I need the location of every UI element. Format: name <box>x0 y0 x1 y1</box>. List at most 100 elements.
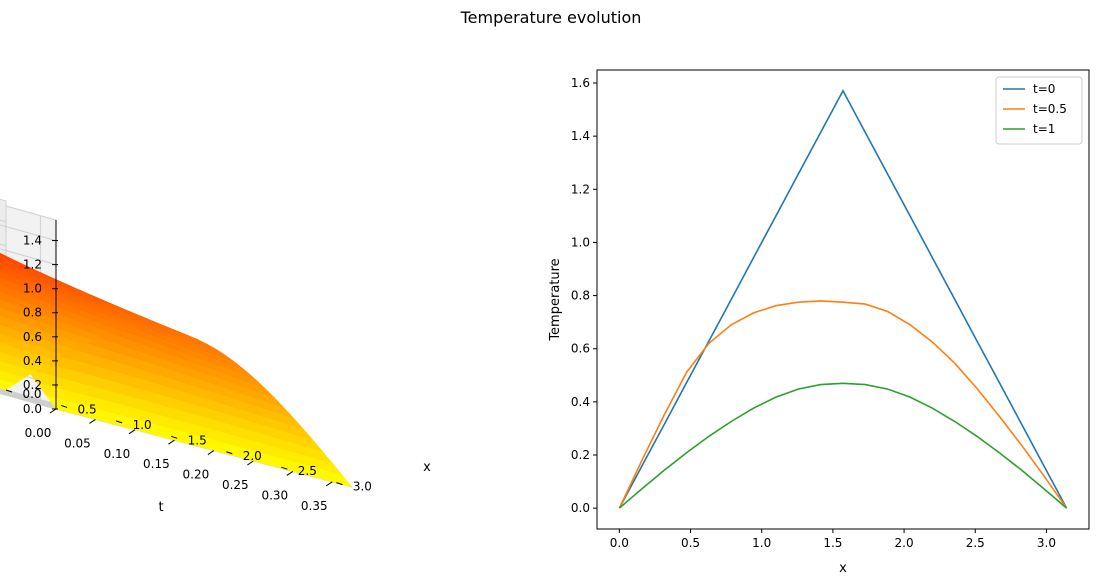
series-line-t=0.5 <box>618 300 1068 509</box>
x-tick-label: 2.5 <box>298 464 317 478</box>
z-tick-label: 0.4 <box>23 354 42 368</box>
x-tick-mark <box>281 466 288 470</box>
x-tick-mark <box>115 420 123 424</box>
x-tick-label: 1.5 <box>188 433 207 447</box>
x-tick-label: 0.0 <box>610 536 629 550</box>
x-tick-label: 2.5 <box>966 536 985 550</box>
z-tick: 0.0 <box>23 402 59 416</box>
t-tick-mark <box>168 439 175 445</box>
series-line-t=0 <box>618 89 1068 509</box>
x-tick: 3.0 <box>1037 529 1056 550</box>
t-tick-mark <box>325 481 333 487</box>
z-tick-label: 0.0 <box>23 402 42 416</box>
t-tick: 0.00 <box>25 408 57 440</box>
x-tick-label: 0.5 <box>681 536 700 550</box>
t-tick-label: 0.20 <box>183 468 210 482</box>
y-tick: 0.6 <box>571 342 597 356</box>
surface <box>0 252 353 488</box>
y-tick-label: 0.0 <box>571 501 590 515</box>
z-tick-label: 0.6 <box>23 330 42 344</box>
y-tick: 1.6 <box>571 76 597 90</box>
z-tick: 1.2 <box>23 258 59 272</box>
x-tick: 1.0 <box>115 418 152 432</box>
t-axis-label: t <box>158 500 163 515</box>
y-tick-label: 1.4 <box>571 129 590 143</box>
x-tick-mark <box>5 389 13 393</box>
x-tick: 2.5 <box>281 464 317 478</box>
t-tick-mark <box>89 418 96 424</box>
t-tick-mark <box>128 429 136 435</box>
y-tick: 1.0 <box>571 235 597 249</box>
x-tick: 2.0 <box>895 529 914 550</box>
y-tick: 0.8 <box>571 289 597 303</box>
z-tick: 0.4 <box>23 354 59 368</box>
legend-box <box>995 76 1083 145</box>
x-tick-label: 1.0 <box>133 418 152 432</box>
y-tick: 1.4 <box>571 129 597 143</box>
y-tick-label: 0.8 <box>571 289 590 303</box>
legend-label: t=0 <box>1033 82 1055 96</box>
x-tick: 1.0 <box>752 529 771 550</box>
x-tick-mark <box>171 435 178 439</box>
y-tick-label: 0.4 <box>571 395 590 409</box>
t-tick: 0.20 <box>183 450 215 482</box>
z-tick-label: 0.8 <box>23 306 42 320</box>
legend-item: t=0 <box>1003 82 1055 96</box>
x-tick-mark <box>60 404 68 408</box>
x-tick-mark <box>226 451 233 455</box>
x-tick-mark <box>336 482 343 486</box>
plot-frame <box>596 69 1090 530</box>
x-tick-label: 2.0 <box>243 449 262 463</box>
x-tick: 2.0 <box>226 449 262 463</box>
surface-patch <box>329 471 353 488</box>
x-tick-label: 3.0 <box>1037 536 1056 550</box>
x-tick: 0.0 <box>610 529 629 550</box>
z-tick: 0.6 <box>23 330 59 344</box>
x-tick: 2.5 <box>966 529 985 550</box>
t-tick-label: 0.00 <box>25 426 52 440</box>
y-tick-label: 1.2 <box>571 182 590 196</box>
t-tick-mark <box>286 470 294 476</box>
x-tick: 0.5 <box>681 529 700 550</box>
x-tick: 1.5 <box>171 433 207 447</box>
legend-label: t=0.5 <box>1033 102 1067 116</box>
t-tick-mark <box>207 450 215 456</box>
legend-label: t=1 <box>1033 122 1055 136</box>
y-tick: 1.2 <box>571 182 597 196</box>
y-tick: 0.0 <box>571 501 597 515</box>
z-tick-label: 1.2 <box>23 258 42 272</box>
t-tick-label: 0.15 <box>143 457 170 471</box>
t-tick-mark <box>49 408 57 414</box>
t-tick: 0.05 <box>64 418 96 450</box>
y-tick: 0.4 <box>571 395 597 409</box>
legend-item: t=1 <box>1003 122 1055 136</box>
t-tick-label: 0.05 <box>64 436 91 450</box>
x-tick: 0.5 <box>60 402 97 416</box>
z-tick: 1.4 <box>23 234 59 248</box>
z-tick: 0.8 <box>23 306 59 320</box>
series-line-t=1 <box>618 382 1068 509</box>
z-tick: 1.0 <box>23 282 59 296</box>
x-gridline <box>0 389 117 422</box>
z-tick: 0.2 <box>23 378 59 392</box>
t-tick: 0.25 <box>222 460 254 492</box>
y-tick-label: 1.0 <box>571 235 590 249</box>
y-axis-label: Temperature <box>548 258 563 341</box>
x-axis-label: x <box>839 561 847 576</box>
legend-item: t=0.5 <box>1003 102 1067 116</box>
z-tick-label: 0.2 <box>23 378 42 392</box>
x-tick-label: 0.0 <box>22 387 41 401</box>
t-tick: 0.15 <box>143 439 175 471</box>
t-tick: 0.30 <box>261 470 294 502</box>
t-tick-label: 0.25 <box>222 478 249 492</box>
x-tick-label: 0.5 <box>78 402 97 416</box>
y-tick-label: 0.6 <box>571 342 590 356</box>
x-tick: 1.5 <box>823 529 842 550</box>
t-tick-label: 0.10 <box>104 447 131 461</box>
x-tick-label: 3.0 <box>353 480 372 494</box>
legend: t=0 t=0.5 t=1 <box>995 76 1083 145</box>
t-tick-mark <box>247 460 254 466</box>
x-tick: 3.0 <box>336 480 372 494</box>
x-tick: 0.0 <box>5 387 42 401</box>
